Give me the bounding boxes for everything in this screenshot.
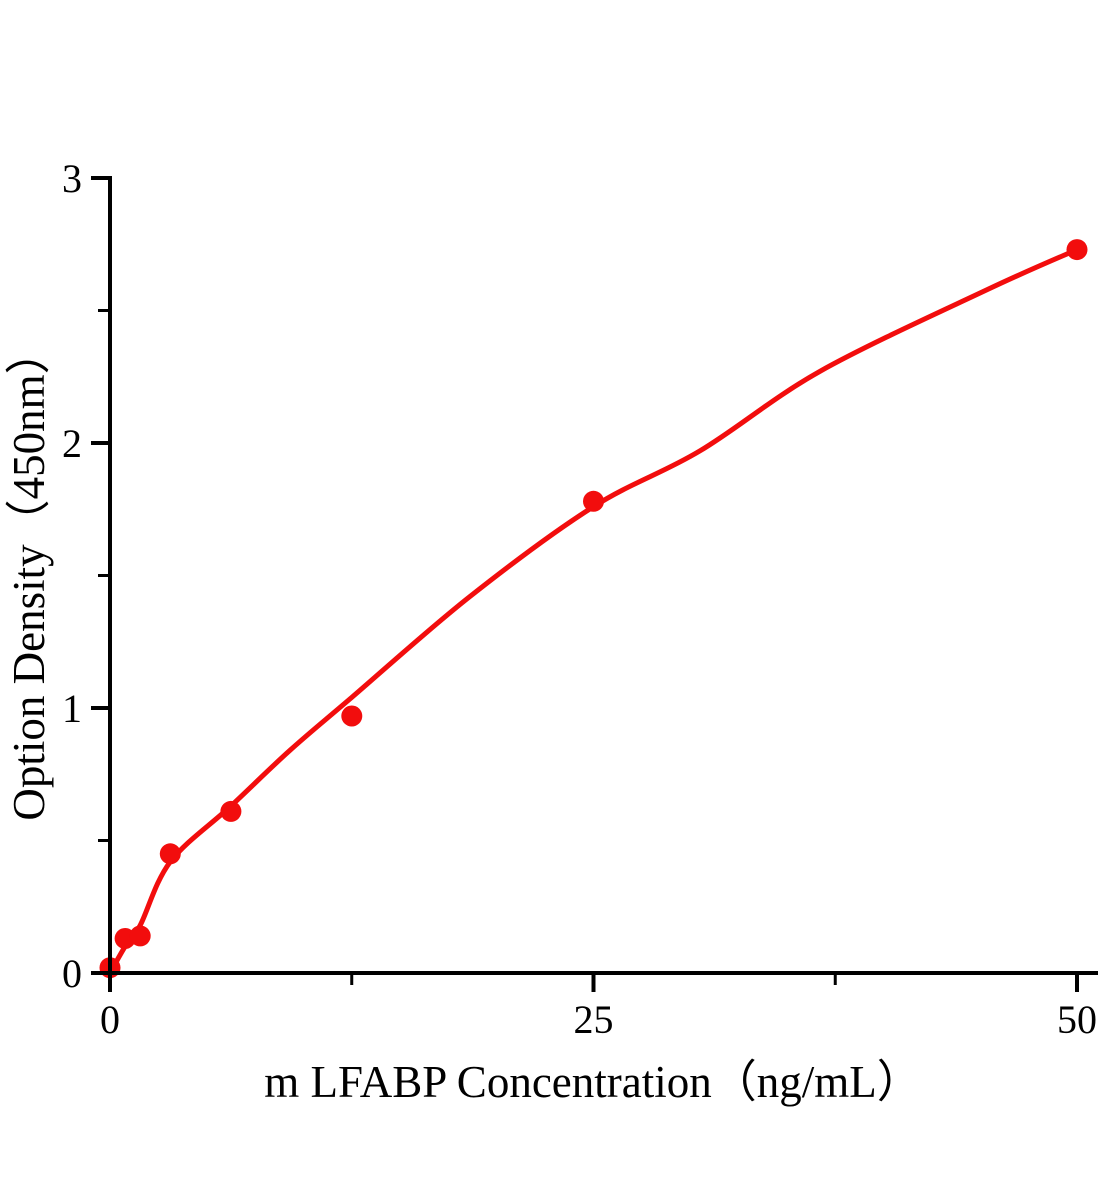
x-axis-title: m LFABP Concentration（ng/mL） [264, 1057, 921, 1107]
data-point [1066, 239, 1088, 261]
y-tick-label: 0 [62, 951, 82, 996]
y-tick-label: 3 [62, 156, 82, 201]
axes-layer [106, 176, 1098, 975]
y-tick-label: 2 [62, 421, 82, 466]
tick-marks-layer [91, 176, 1079, 992]
x-tick-label: 0 [100, 997, 120, 1042]
data-point [583, 490, 604, 512]
data-point [341, 705, 363, 727]
tick-labels-layer: 0 25 50 0 1 2 3 [62, 156, 1097, 1042]
fit-curve [107, 247, 1079, 975]
x-tick-label: 25 [574, 997, 614, 1042]
data-point [159, 843, 181, 865]
data-point [220, 800, 242, 822]
data-points-layer [99, 239, 1088, 979]
y-axis-title: Option Density（450nm） [4, 329, 54, 820]
data-point [129, 925, 151, 947]
fit-curve-layer [107, 247, 1079, 975]
x-tick-label: 50 [1057, 997, 1097, 1042]
y-tick-label: 1 [62, 686, 82, 731]
